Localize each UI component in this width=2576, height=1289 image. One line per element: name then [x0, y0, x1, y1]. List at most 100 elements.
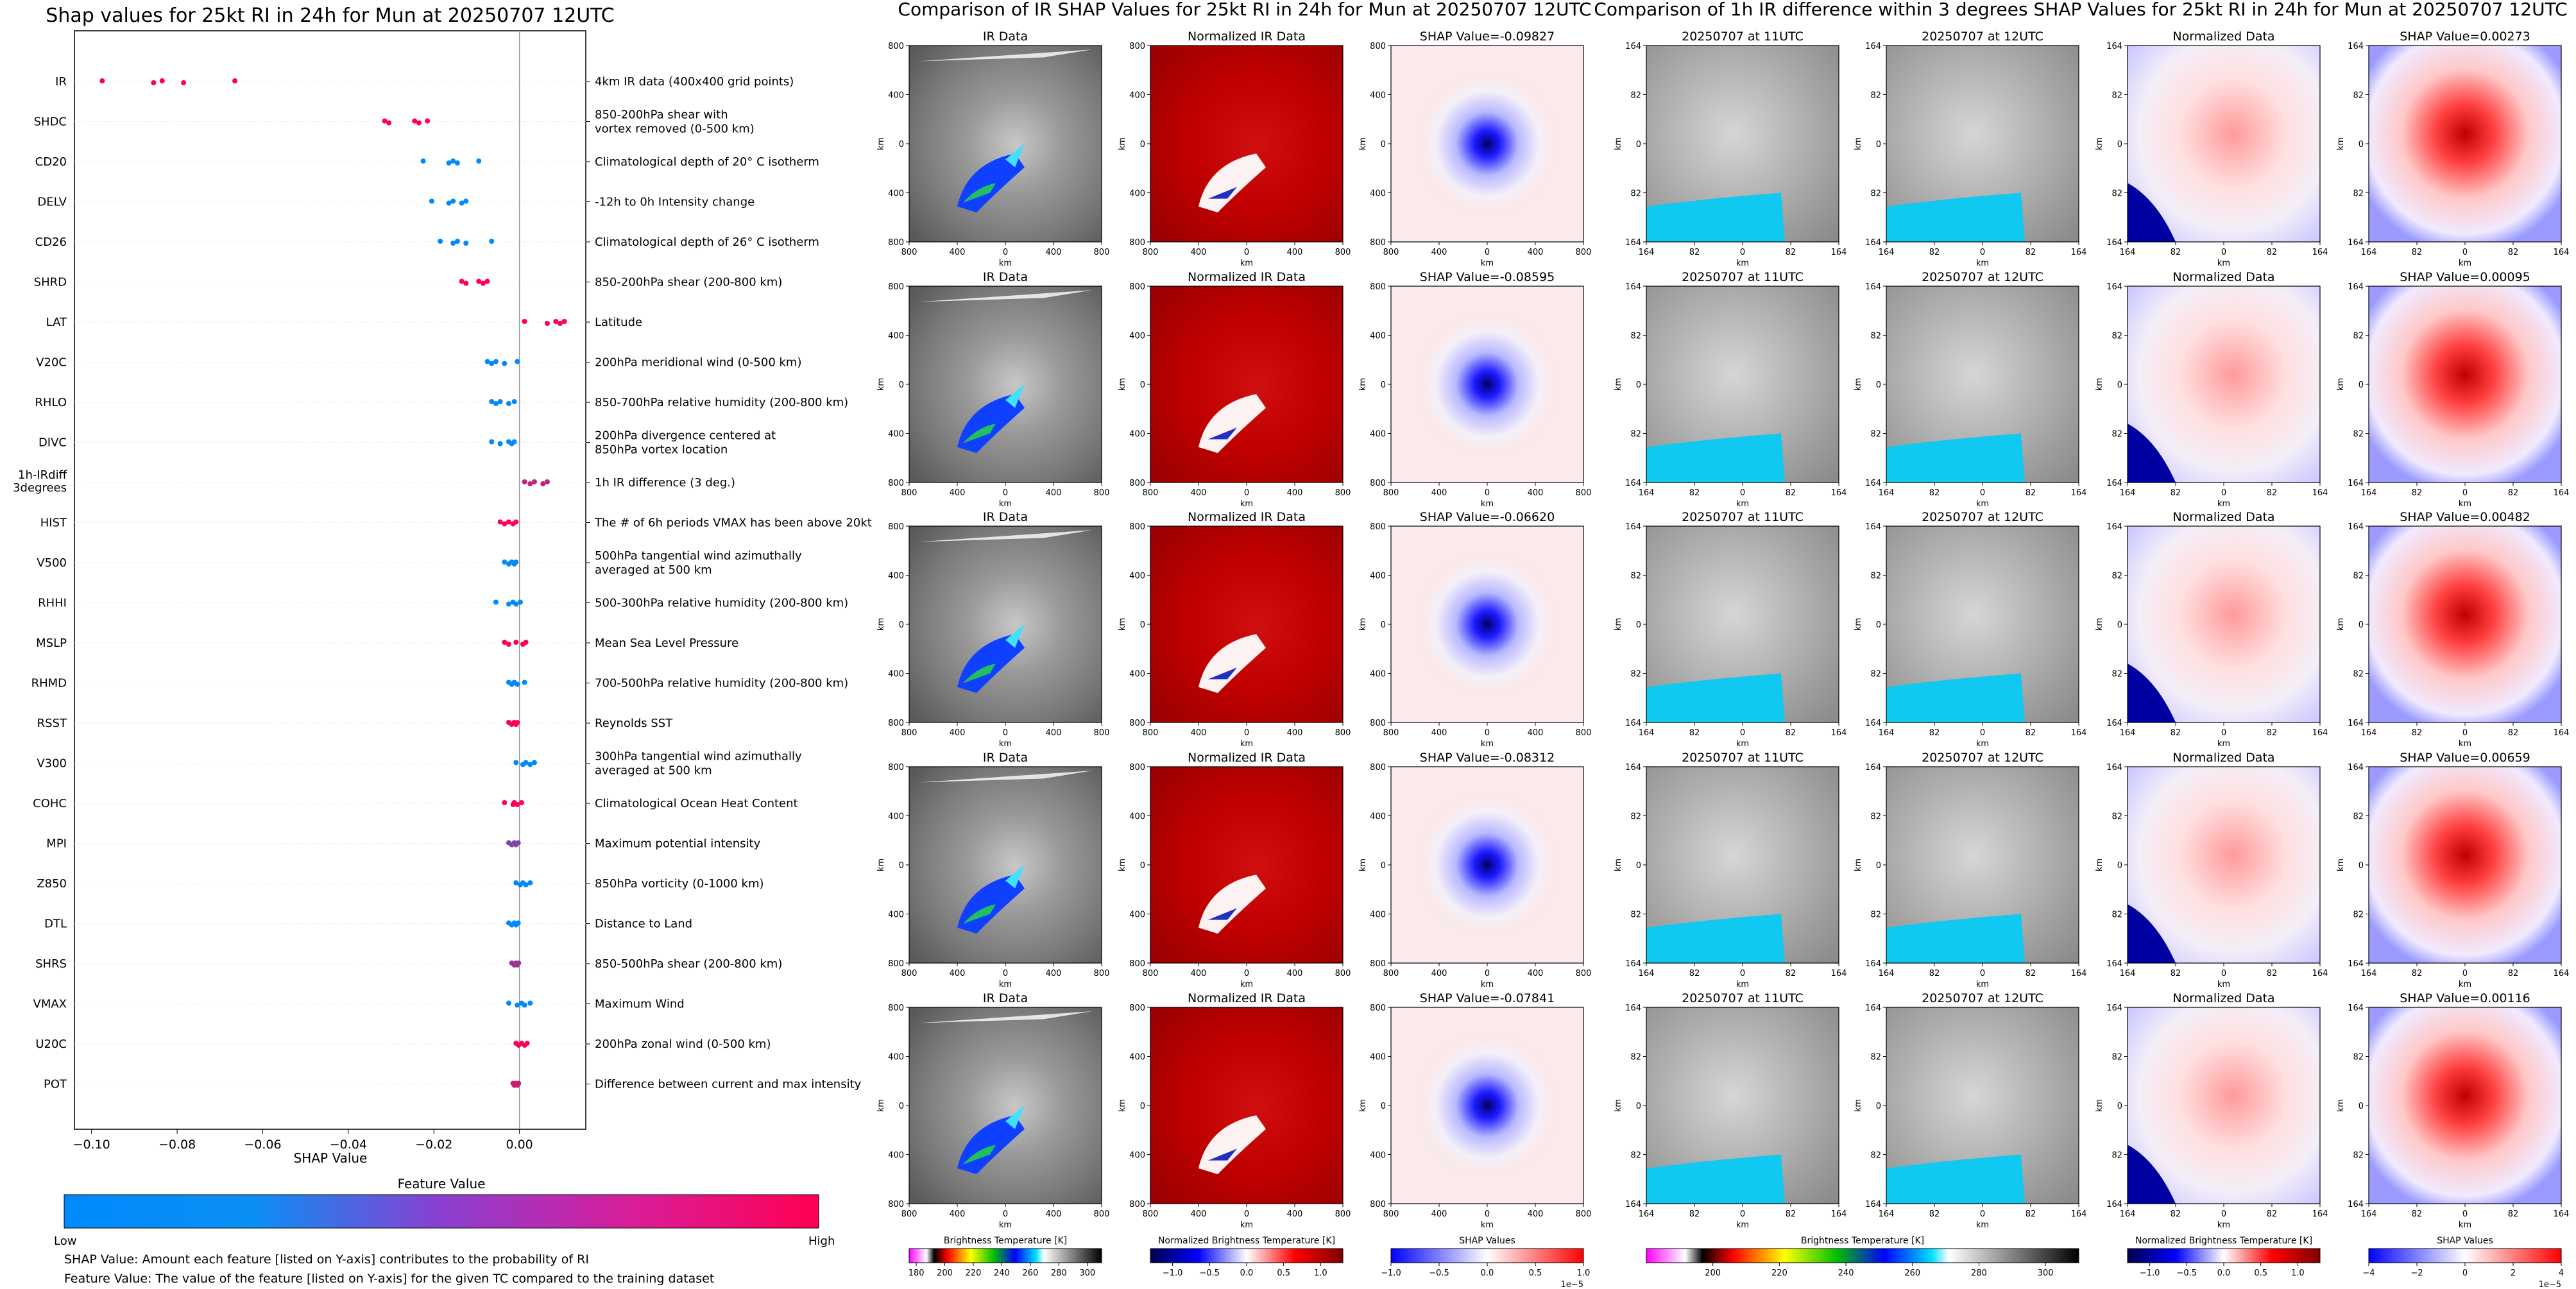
tile-x-tick-label: 164: [2554, 969, 2570, 978]
tile-y-tick-label: 164: [2348, 763, 2364, 773]
tile-x-tick-label: 82: [2412, 969, 2423, 978]
shap-point: [506, 601, 511, 607]
tile-y-tick-label: 0: [2117, 140, 2122, 149]
colorbar-title: Normalized Brightness Temperature [K]: [1158, 1236, 1335, 1246]
tile-x-tick-label: 0: [2221, 488, 2226, 498]
tile-x-tick-label: 0: [1485, 728, 1490, 738]
tile-y-tick-label: 0: [1381, 140, 1386, 149]
colorbar-title: Brightness Temperature [K]: [1801, 1236, 1924, 1246]
tile-y-tick-label: 164: [2348, 282, 2364, 292]
tile-y-axis-label: km: [1358, 1099, 1368, 1112]
tile-x-tick-label: 800: [1335, 969, 1351, 978]
shap-point: [527, 762, 533, 767]
tile-y-tick-label: 82: [2111, 332, 2122, 341]
colorbar-tick-label: 1.0: [2291, 1268, 2305, 1278]
colorbar-tick-label: 1.0: [1577, 1268, 1591, 1278]
feature-label: DIVC: [38, 436, 67, 450]
normalized-ir-core: [1208, 1148, 1237, 1161]
x-tick-label: −0.08: [158, 1138, 196, 1152]
tile-y-tick-label: 800: [1370, 959, 1386, 969]
feature-label: 1h-IRdiff 3degrees: [13, 468, 67, 495]
tile-y-tick-label: 400: [888, 332, 904, 341]
tile-x-tick-label: 164: [1831, 728, 1847, 738]
shap-point: [513, 880, 519, 885]
tile-y-tick-label: 0: [1381, 380, 1386, 390]
shap-point: [515, 802, 520, 807]
tile-title: 20250707 at 12UTC: [1922, 510, 2043, 524]
shap-ir-core: [1418, 794, 1557, 936]
shap-point: [522, 1002, 527, 1008]
tile-y-axis-label: km: [1854, 378, 1863, 391]
tile-y-axis-label: km: [1854, 1099, 1863, 1112]
tile-x-tick-label: 164: [1639, 728, 1655, 738]
shap-point: [561, 319, 567, 324]
tile-x-axis-label: km: [1736, 739, 1749, 749]
feature-label: LAT: [46, 316, 67, 329]
tile-x-tick-label: 0: [2462, 728, 2468, 738]
colorbar-tick-label: 0: [2462, 1268, 2468, 1278]
tile-y-tick-label: 400: [1370, 332, 1386, 341]
ir-convection-cyan: [1005, 1105, 1025, 1129]
tile-x-tick-label: 164: [1879, 728, 1895, 738]
tile-y-tick-label: 164: [1625, 282, 1641, 292]
tile-y-tick-label: 82: [2353, 812, 2364, 822]
ir-convection-green: [963, 663, 996, 683]
tile-x-tick-label: 82: [1929, 488, 1940, 498]
shap-point: [517, 599, 523, 605]
tile-x-tick-label: 0: [1485, 488, 1490, 498]
tile-x-tick-label: 164: [2312, 488, 2328, 498]
tile-y-tick-label: 0: [1381, 1102, 1386, 1111]
shap-point: [502, 361, 508, 366]
tile-y-tick-label: 82: [1870, 572, 1881, 581]
shap-point: [522, 319, 527, 324]
feature-label: SHRS: [35, 957, 67, 971]
colorbar-tick-label: 0.5: [2254, 1268, 2267, 1278]
feature-description: 200hPa meridional wind (0-500 km): [595, 356, 801, 370]
tile-x-axis-label: km: [2217, 259, 2230, 268]
tile-y-tick-label: 164: [2106, 238, 2122, 248]
tile-x-tick-label: 164: [2120, 248, 2136, 257]
tile-title: Normalized Data: [2172, 30, 2274, 44]
tile-x-tick-label: 400: [950, 969, 966, 978]
tile-title: SHAP Value=0.00482: [2400, 510, 2530, 524]
colorbar-title: SHAP Values: [1459, 1236, 1515, 1246]
tile-y-axis-label: km: [876, 1099, 886, 1112]
shap-point: [557, 321, 563, 326]
tile-y-tick-label: 164: [2106, 479, 2122, 488]
tile-x-tick-label: 400: [1191, 1209, 1207, 1219]
tile-x-axis-label: km: [2459, 499, 2471, 509]
tile-x-tick-label: 164: [2554, 728, 2570, 738]
shap-point: [502, 640, 508, 645]
tile-y-axis-label: km: [1614, 1099, 1623, 1112]
tile-y-tick-label: 164: [2106, 959, 2122, 969]
tile-y-tick-label: 800: [1370, 522, 1386, 532]
tile-x-tick-label: 82: [2267, 969, 2278, 978]
tile-y-tick-label: 0: [2117, 380, 2122, 390]
tile-y-tick-label: 0: [2358, 1102, 2364, 1111]
tile-y-tick-label: 800: [888, 238, 904, 248]
ir-image: [909, 1007, 1102, 1204]
tile-x-axis-label: km: [2459, 980, 2471, 989]
shap-point: [516, 1080, 522, 1086]
colorbar-tick-label: 0.5: [1277, 1268, 1290, 1278]
tile-title: IR Data: [983, 991, 1028, 1005]
tile-x-axis-label: km: [1481, 1220, 1494, 1230]
tile-y-tick-label: 800: [1370, 42, 1386, 51]
shap-diff-image: [2369, 286, 2561, 482]
shap-point: [513, 559, 519, 565]
tile-x-tick-label: 82: [2026, 728, 2036, 738]
tile-y-axis-label: km: [876, 137, 886, 150]
tile-y-axis-label: km: [1614, 858, 1623, 871]
tile-x-tick-label: 82: [2412, 248, 2423, 257]
shap-point: [527, 1000, 533, 1006]
tile-y-tick-label: 400: [888, 91, 904, 101]
tile-x-tick-label: 164: [2554, 488, 2570, 498]
tile-title: IR Data: [983, 30, 1028, 44]
feature-description: averaged at 500 km: [595, 764, 712, 778]
colorbar-tick-label: 180: [908, 1268, 925, 1278]
tile-x-axis-label: km: [999, 739, 1012, 749]
tile-title: 20250707 at 12UTC: [1922, 30, 2043, 44]
colorbar: [1390, 1248, 1584, 1263]
tile-x-tick-label: 400: [1191, 969, 1207, 978]
tile-y-tick-label: 82: [1870, 91, 1881, 101]
